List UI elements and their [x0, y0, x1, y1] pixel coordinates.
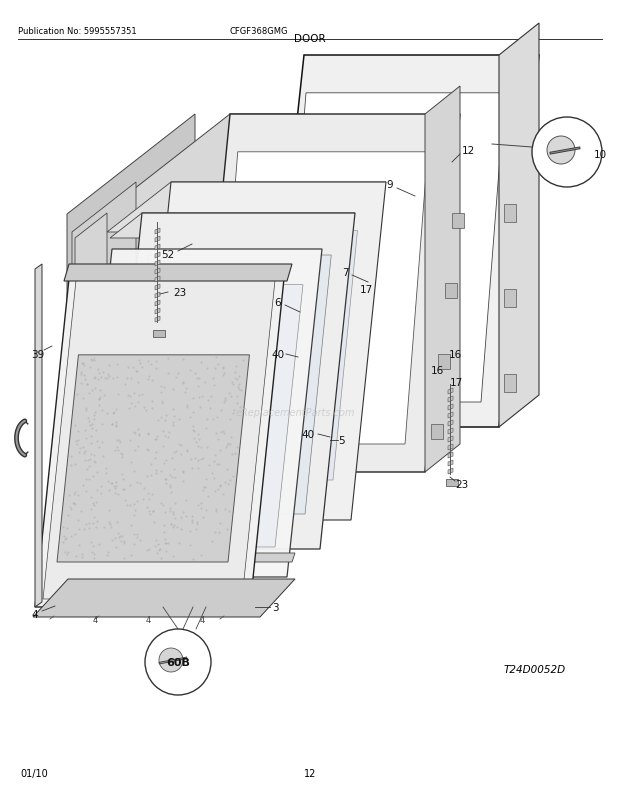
Circle shape [159, 648, 183, 672]
Text: 12: 12 [461, 146, 475, 156]
Polygon shape [264, 56, 539, 427]
Polygon shape [431, 425, 443, 440]
Text: 9: 9 [387, 180, 393, 190]
Text: 4: 4 [145, 616, 151, 625]
Polygon shape [155, 317, 160, 322]
Polygon shape [155, 261, 160, 267]
Text: 16: 16 [430, 366, 444, 375]
Text: 6: 6 [275, 298, 281, 308]
Text: eReplacementParts.com: eReplacementParts.com [235, 407, 355, 418]
Polygon shape [107, 183, 386, 233]
Circle shape [547, 137, 575, 164]
Polygon shape [446, 480, 458, 486]
Polygon shape [448, 404, 453, 411]
Text: Publication No: 5995557351: Publication No: 5995557351 [18, 27, 136, 36]
Polygon shape [107, 214, 355, 549]
Text: 16: 16 [448, 350, 462, 359]
Text: 23: 23 [174, 288, 187, 298]
Text: 23: 23 [455, 480, 469, 489]
Polygon shape [504, 375, 516, 392]
Text: 60B: 60B [166, 657, 190, 667]
Circle shape [145, 630, 211, 695]
Text: 12: 12 [304, 768, 316, 778]
Polygon shape [64, 265, 292, 282]
Polygon shape [155, 269, 160, 274]
Polygon shape [155, 237, 160, 243]
Text: T24D0052D: T24D0052D [504, 664, 566, 674]
Text: 7: 7 [342, 268, 348, 277]
Polygon shape [504, 205, 516, 223]
Text: 40: 40 [301, 429, 314, 439]
Polygon shape [448, 428, 453, 435]
Polygon shape [448, 444, 453, 451]
Text: CFGF368GMG: CFGF368GMG [230, 27, 288, 36]
Polygon shape [195, 115, 460, 472]
Polygon shape [110, 214, 355, 239]
Polygon shape [77, 249, 322, 577]
Text: 01/10: 01/10 [20, 768, 48, 778]
Text: 17: 17 [450, 378, 463, 387]
Text: 3: 3 [272, 602, 278, 612]
Polygon shape [448, 420, 453, 427]
Text: 52: 52 [161, 249, 175, 260]
Polygon shape [155, 229, 160, 235]
Text: 39: 39 [32, 350, 45, 359]
Circle shape [532, 118, 602, 188]
Polygon shape [67, 115, 195, 573]
Polygon shape [438, 354, 450, 370]
Polygon shape [215, 152, 428, 444]
Polygon shape [122, 256, 331, 514]
Polygon shape [57, 355, 249, 562]
Polygon shape [155, 253, 160, 259]
Text: 4: 4 [200, 616, 205, 625]
Polygon shape [282, 94, 505, 403]
Polygon shape [448, 452, 453, 459]
Text: 4: 4 [92, 616, 97, 625]
Text: DOOR: DOOR [294, 34, 326, 44]
Polygon shape [425, 87, 460, 472]
Polygon shape [155, 277, 160, 282]
Polygon shape [75, 214, 107, 574]
Polygon shape [448, 388, 453, 395]
Polygon shape [72, 183, 136, 570]
Polygon shape [448, 460, 453, 467]
Polygon shape [154, 231, 358, 480]
Polygon shape [504, 290, 516, 308]
Polygon shape [499, 24, 539, 427]
Polygon shape [448, 436, 453, 443]
Polygon shape [35, 269, 285, 607]
Polygon shape [155, 301, 160, 306]
Text: 5: 5 [339, 435, 345, 445]
Text: 40: 40 [272, 350, 285, 359]
Polygon shape [448, 412, 453, 419]
Polygon shape [43, 279, 275, 599]
Polygon shape [102, 115, 460, 215]
Polygon shape [35, 265, 42, 607]
Polygon shape [155, 285, 160, 290]
Polygon shape [72, 553, 295, 562]
Polygon shape [448, 468, 453, 475]
Text: 10: 10 [593, 150, 606, 160]
Polygon shape [155, 309, 160, 314]
Polygon shape [33, 579, 295, 618]
Polygon shape [153, 330, 165, 338]
Polygon shape [445, 284, 457, 299]
Polygon shape [155, 245, 160, 251]
Polygon shape [89, 286, 303, 547]
Polygon shape [448, 396, 453, 403]
Text: 17: 17 [360, 285, 373, 294]
Polygon shape [452, 213, 464, 229]
Polygon shape [136, 183, 386, 520]
Text: 4: 4 [32, 610, 38, 619]
Polygon shape [155, 293, 160, 298]
